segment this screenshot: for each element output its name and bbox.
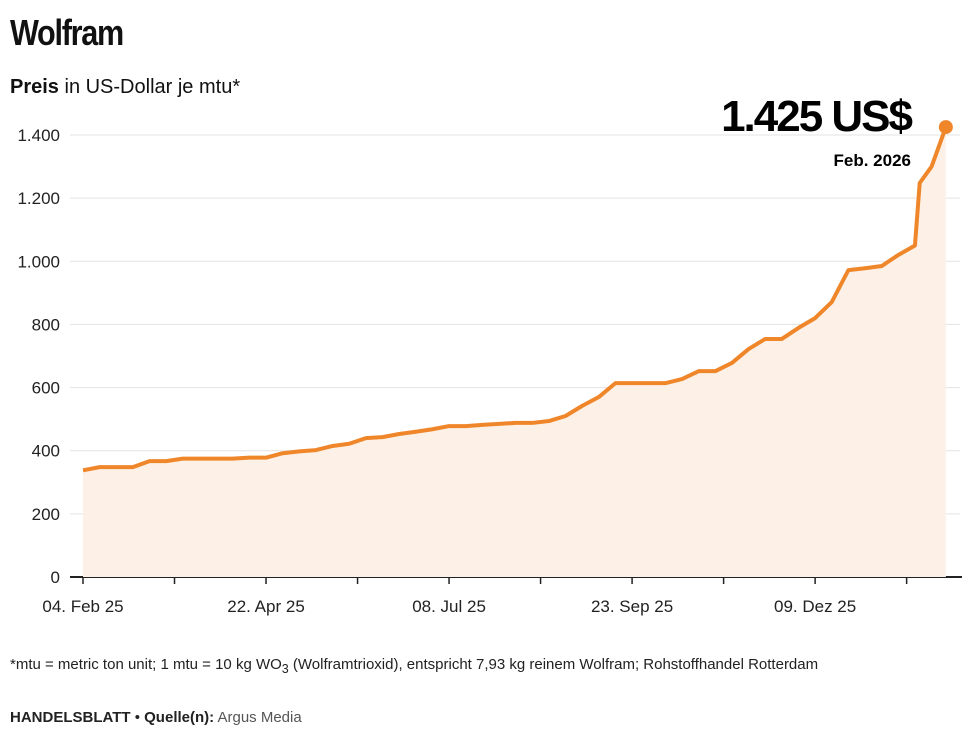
x-tick-label: 22. Apr 25 (227, 597, 305, 616)
callout-value: 1.425 US$ (721, 92, 912, 141)
y-tick-label: 1.200 (17, 189, 60, 208)
chart-subtitle: Preis in US-Dollar je mtu* (10, 76, 240, 99)
y-tick-label: 600 (32, 379, 60, 398)
x-tick-label: 23. Sep 25 (591, 597, 673, 616)
x-tick-label: 09. Dez 25 (774, 597, 856, 616)
source-label: Quelle(n): (144, 709, 215, 726)
footnote-text: *mtu = metric ton unit; 1 mtu = 10 kg WO (10, 656, 282, 673)
footnote-text-rest: (Wolframtrioxid), entspricht 7,93 kg rei… (288, 656, 819, 673)
x-tick-label: 08. Jul 25 (412, 597, 486, 616)
separator: • (130, 709, 145, 726)
y-tick-label: 1.400 (17, 126, 60, 145)
brand: HANDELSBLATT (10, 709, 131, 726)
last-data-point (938, 120, 953, 135)
area-fill (83, 127, 946, 577)
y-tick-label: 0 (51, 568, 60, 587)
y-tick-label: 200 (32, 505, 60, 524)
y-tick-label: 400 (32, 442, 60, 461)
source-line: HANDELSBLATT • Quelle(n): Argus Media (10, 709, 302, 726)
source-value: Argus Media (214, 709, 302, 726)
y-tick-label: 1.000 (17, 252, 60, 271)
subtitle-rest: in US-Dollar je mtu* (58, 76, 241, 98)
footnote-subscript: 3 (281, 662, 289, 676)
chart-title: Wolfram (10, 12, 124, 53)
y-tick-label: 800 (32, 315, 60, 334)
footnote: *mtu = metric ton unit; 1 mtu = 10 kg WO… (10, 653, 910, 681)
price-line (82, 126, 948, 473)
subtitle-bold: Preis (10, 76, 59, 98)
x-tick-label: 04. Feb 25 (42, 597, 123, 616)
callout-date: Feb. 2026 (834, 151, 912, 170)
